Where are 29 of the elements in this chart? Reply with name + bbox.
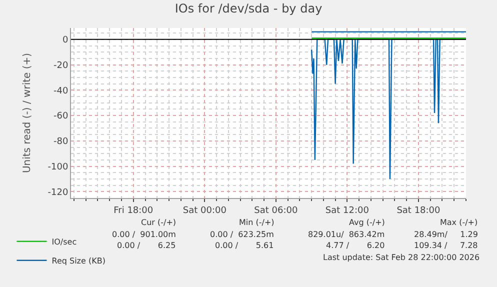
x-tick-label: Fri 18:00 (114, 206, 154, 216)
text: Last update: Sat Feb 28 22:00:00 2026 (323, 253, 480, 262)
y-tick-label: 0 (62, 36, 68, 46)
text: 0.00 / 5.61 (215, 241, 274, 250)
text: 0.00 / 623.25m (210, 230, 274, 239)
y-tick-label: -100 (48, 162, 68, 172)
x-tick-label: Sat 18:00 (396, 206, 441, 216)
chart-title: IOs for /dev/sda - by day (174, 2, 322, 16)
text: 4.77 / 6.20 (326, 241, 385, 250)
text: Min (-/+) (239, 218, 274, 227)
text: 0.00 / 901.00m (112, 230, 176, 239)
text: Avg (-/+) (349, 218, 385, 227)
y-tick-label: -80 (53, 137, 68, 148)
y-tick-label: -120 (48, 188, 68, 198)
text: 0.00 / 6.25 (117, 241, 176, 250)
text: Max (-/+) (440, 218, 478, 227)
y-tick-label: -20 (53, 60, 68, 71)
legend-label: Req Size (KB) (52, 256, 106, 266)
x-tick-label: Sat 12:00 (325, 206, 370, 216)
text: 109.34 / 7.28 (414, 241, 478, 250)
y-axis-title: Units read (-) / write (+) (22, 52, 33, 174)
legend-label: IO/sec (52, 238, 77, 247)
x-tick-label: Sat 06:00 (254, 206, 298, 216)
text: Cur (-/+) (141, 218, 176, 227)
y-tick-label: -40 (53, 86, 68, 96)
text: 829.01u/ 863.42m (308, 230, 385, 239)
y-tick-label: -60 (53, 112, 68, 122)
text: 28.49m/ 1.29 (414, 230, 478, 239)
x-tick-label: Sat 00:00 (182, 206, 227, 216)
